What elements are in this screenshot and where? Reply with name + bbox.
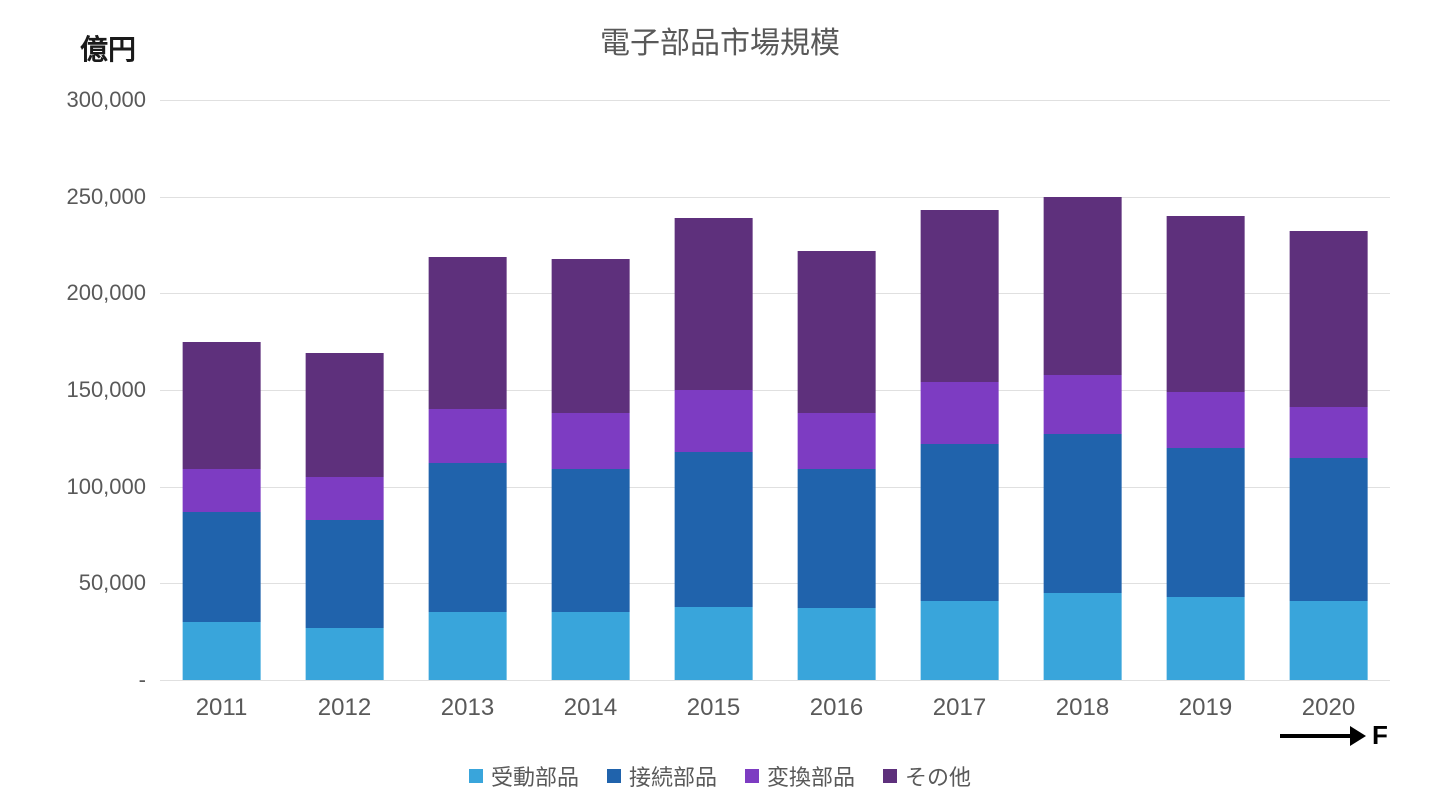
bar-segment — [1166, 216, 1245, 392]
x-tick-label: 2016 — [775, 680, 898, 722]
y-tick-label: 300,000 — [66, 87, 160, 113]
bar-segment — [674, 218, 753, 390]
bar-segment — [1043, 197, 1122, 375]
x-tick-label: 2020 — [1267, 680, 1390, 722]
legend-item: 接続部品 — [607, 760, 717, 792]
footer-arrow-annotation: F — [1280, 720, 1388, 751]
bar-segment — [428, 257, 507, 410]
bar-segment — [1166, 448, 1245, 597]
bar-segment — [1289, 407, 1368, 457]
bar-slot: 2011 — [160, 100, 283, 680]
bar-slot: 2014 — [529, 100, 652, 680]
stacked-bar — [1043, 100, 1122, 680]
legend-item: 受動部品 — [469, 760, 579, 792]
bar-slot: 2018 — [1021, 100, 1144, 680]
arrow-head-icon — [1350, 726, 1366, 746]
y-tick-label: - — [139, 667, 160, 693]
bar-segment — [182, 622, 261, 680]
bar-segment — [428, 612, 507, 680]
bar-segment — [797, 469, 876, 608]
x-tick-label: 2014 — [529, 680, 652, 722]
x-tick-label: 2015 — [652, 680, 775, 722]
bar-segment — [1289, 231, 1368, 407]
bar-slot: 2013 — [406, 100, 529, 680]
stacked-bar — [1166, 100, 1245, 680]
bar-segment — [305, 628, 384, 680]
bar-segment — [1289, 601, 1368, 680]
y-tick-label: 50,000 — [79, 570, 160, 596]
bar-segment — [920, 601, 999, 680]
y-axis-unit-label: 億円 — [80, 28, 136, 68]
legend-label: 接続部品 — [629, 760, 717, 792]
bar-segment — [551, 469, 630, 612]
bar-segment — [1043, 375, 1122, 435]
legend-label: その他 — [905, 760, 971, 792]
bar-segment — [305, 520, 384, 628]
legend-swatch-icon — [607, 769, 621, 783]
x-tick-label: 2012 — [283, 680, 406, 722]
bar-segment — [1289, 458, 1368, 601]
stacked-bar-chart: 電子部品市場規模 億円 -50,000100,000150,000200,000… — [0, 0, 1440, 810]
bar-segment — [797, 413, 876, 469]
bar-slot: 2015 — [652, 100, 775, 680]
x-tick-label: 2019 — [1144, 680, 1267, 722]
x-tick-label: 2011 — [160, 680, 283, 722]
bar-segment — [674, 452, 753, 607]
bar-segment — [551, 413, 630, 469]
bar-segment — [428, 409, 507, 463]
legend-item: その他 — [883, 760, 971, 792]
x-tick-label: 2013 — [406, 680, 529, 722]
y-tick-label: 250,000 — [66, 184, 160, 210]
legend-item: 変換部品 — [745, 760, 855, 792]
bar-segment — [182, 342, 261, 470]
plot-area: -50,000100,000150,000200,000250,000300,0… — [160, 100, 1390, 680]
bar-segment — [1166, 597, 1245, 680]
bar-segment — [797, 251, 876, 413]
bar-segment — [428, 463, 507, 612]
x-tick-label: 2017 — [898, 680, 1021, 722]
chart-title: 電子部品市場規模 — [0, 18, 1440, 62]
y-tick-label: 150,000 — [66, 377, 160, 403]
bar-segment — [305, 477, 384, 520]
stacked-bar — [674, 100, 753, 680]
bar-slot: 2017 — [898, 100, 1021, 680]
y-tick-label: 200,000 — [66, 280, 160, 306]
bar-segment — [1043, 434, 1122, 593]
arrow-shaft — [1280, 734, 1350, 738]
legend-swatch-icon — [469, 769, 483, 783]
stacked-bar — [551, 100, 630, 680]
legend: 受動部品 接続部品 変換部品 その他 — [0, 760, 1440, 792]
legend-label: 受動部品 — [491, 760, 579, 792]
bar-segment — [797, 608, 876, 680]
stacked-bar — [428, 100, 507, 680]
stacked-bar — [920, 100, 999, 680]
footer-annotation-text: F — [1372, 720, 1388, 751]
bar-segment — [551, 612, 630, 680]
bar-segment — [674, 607, 753, 680]
stacked-bar — [182, 100, 261, 680]
bar-segment — [920, 382, 999, 444]
bar-segment — [1166, 392, 1245, 448]
bar-segment — [920, 444, 999, 601]
y-tick-label: 100,000 — [66, 474, 160, 500]
bar-segment — [305, 353, 384, 477]
bar-slot: 2016 — [775, 100, 898, 680]
bar-segment — [182, 469, 261, 512]
stacked-bar — [797, 100, 876, 680]
bar-slot: 2019 — [1144, 100, 1267, 680]
bars-container: 2011201220132014201520162017201820192020 — [160, 100, 1390, 680]
stacked-bar — [1289, 100, 1368, 680]
bar-segment — [551, 259, 630, 414]
x-tick-label: 2018 — [1021, 680, 1144, 722]
bar-slot: 2012 — [283, 100, 406, 680]
bar-segment — [1043, 593, 1122, 680]
bar-segment — [674, 390, 753, 452]
bar-segment — [182, 512, 261, 622]
bar-slot: 2020 — [1267, 100, 1390, 680]
legend-swatch-icon — [745, 769, 759, 783]
bar-segment — [920, 210, 999, 382]
stacked-bar — [305, 100, 384, 680]
legend-label: 変換部品 — [767, 760, 855, 792]
legend-swatch-icon — [883, 769, 897, 783]
